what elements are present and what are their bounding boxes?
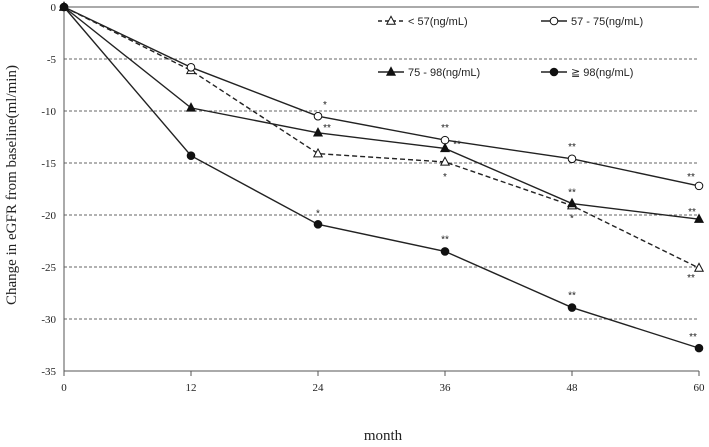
significance-markers: ************************** (316, 100, 697, 343)
legend-marker (549, 67, 559, 77)
series-4-line (63, 6, 700, 349)
axes: 0 -5 -10 -15 -20 -25 -30 -35 0 12 24 36 48 60 (41, 2, 705, 394)
significance-marker: * (570, 214, 574, 225)
significance-marker: ** (689, 332, 697, 343)
x-tick-label: 36 (440, 382, 452, 394)
series-3-point (693, 213, 705, 223)
legend-label: 57 - 75(ng/mL) (571, 16, 643, 28)
legend-label: ≧ 98(ng/mL) (571, 67, 633, 79)
x-tick-label: 0 (61, 382, 67, 394)
gridlines (64, 58, 699, 372)
significance-marker: ** (568, 188, 576, 199)
series-4-point (567, 303, 577, 312)
series-2-point (186, 63, 196, 72)
legend: < 57(ng/mL) 57 - 75(ng/mL) 75 - 98(ng/mL) ≧… (378, 15, 643, 79)
x-tick-label: 12 (186, 382, 197, 394)
series-2-line (63, 6, 700, 187)
x-axis-title: month (364, 428, 403, 442)
y-tick-label: -35 (41, 366, 56, 378)
y-tick-label: 0 (51, 2, 57, 14)
x-tick-label: 48 (567, 382, 579, 394)
series-1-line (63, 6, 700, 269)
series-lines (58, 1, 705, 353)
series-4-point (186, 151, 196, 161)
significance-marker: * (316, 208, 320, 219)
series-4-point (59, 2, 69, 12)
y-tick-label: -5 (47, 54, 57, 66)
significance-marker: ** (568, 291, 576, 302)
significance-marker: ** (568, 142, 576, 153)
significance-marker: ** (441, 123, 449, 134)
series-3-point (566, 197, 578, 208)
y-tick-label: -25 (41, 262, 56, 274)
y-tick-label: -10 (41, 106, 56, 118)
y-tick-label: -20 (41, 210, 56, 222)
series-3-line (63, 6, 700, 220)
series-1-point (312, 147, 324, 158)
legend-label: 75 - 98(ng/mL) (408, 67, 480, 79)
series-3-point (185, 102, 197, 112)
series-1-point (693, 262, 705, 272)
series-2-point (694, 181, 704, 191)
series-1-point (439, 156, 451, 166)
significance-marker: ** (688, 207, 696, 218)
y-axis-title: Change in eGFR from baseline(ml/min) (4, 65, 20, 305)
y-tick-label: -15 (41, 158, 56, 170)
series-4-point (440, 247, 450, 256)
series-2-point (313, 111, 323, 121)
series-4-point (313, 220, 323, 229)
x-tick-label: 24 (313, 382, 325, 394)
legend-label: < 57(ng/mL) (408, 16, 468, 28)
significance-marker: ** (323, 123, 331, 134)
series-3-point (439, 142, 451, 153)
series-3-point (312, 127, 324, 137)
y-tick-label: -30 (41, 314, 56, 326)
significance-marker: * (323, 100, 327, 111)
significance-marker: ** (453, 139, 461, 150)
significance-marker: ** (687, 172, 695, 183)
x-tick-label: 60 (694, 382, 706, 394)
significance-marker: ** (687, 273, 695, 284)
significance-marker: * (443, 172, 447, 183)
series-4-point (694, 343, 704, 353)
legend-marker (549, 16, 559, 26)
series-2-point (567, 154, 577, 164)
legend-marker (385, 15, 397, 25)
significance-marker: ** (441, 234, 449, 245)
legend-marker (385, 66, 397, 76)
